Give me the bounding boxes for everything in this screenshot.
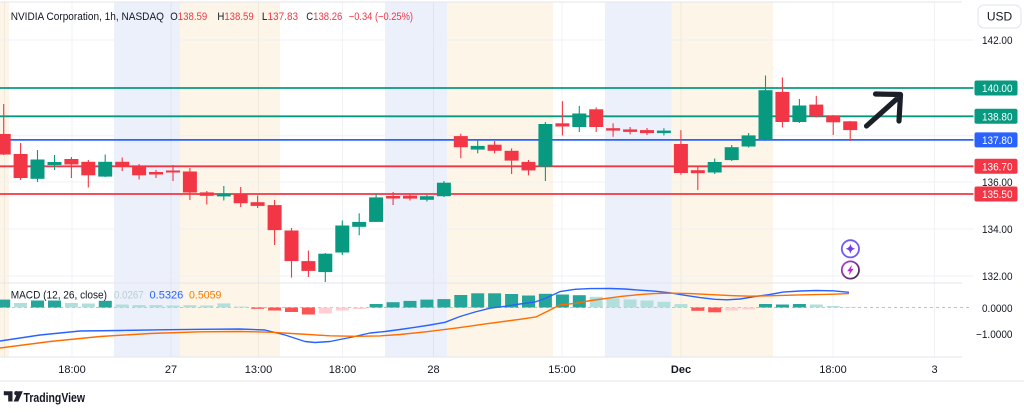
svg-text:O138.59: O138.59: [170, 11, 207, 23]
svg-text:H138.59: H138.59: [217, 11, 253, 23]
svg-text:0.0000: 0.0000: [982, 303, 1013, 315]
svg-text:0.0267: 0.0267: [114, 290, 144, 302]
svg-text:−0.34 (−0.25%): −0.34 (−0.25%): [349, 11, 413, 23]
svg-text:3: 3: [931, 364, 937, 376]
svg-text:135.50: 135.50: [982, 189, 1013, 201]
svg-text:NVIDIA Corporation, 1h, NASDAQ: NVIDIA Corporation, 1h, NASDAQ: [11, 11, 165, 23]
svg-text:138.80: 138.80: [982, 111, 1013, 123]
svg-text:18:00: 18:00: [329, 364, 357, 376]
svg-text:132.00: 132.00: [982, 271, 1013, 283]
svg-text:28: 28: [427, 364, 439, 376]
svg-text:134.00: 134.00: [982, 224, 1013, 236]
svg-text:15:00: 15:00: [548, 364, 576, 376]
svg-text:140.00: 140.00: [982, 83, 1013, 95]
svg-text:136.70: 136.70: [982, 161, 1013, 173]
svg-text:136.00: 136.00: [982, 177, 1013, 189]
svg-text:0.5326: 0.5326: [150, 290, 184, 302]
svg-text:USD: USD: [987, 10, 1013, 24]
svg-text:137.80: 137.80: [982, 135, 1013, 147]
svg-text:13:00: 13:00: [245, 364, 273, 376]
svg-text:142.00: 142.00: [982, 35, 1013, 47]
svg-text:0.5059: 0.5059: [189, 290, 221, 302]
svg-text:27: 27: [165, 364, 177, 376]
svg-text:−1.0000: −1.0000: [976, 329, 1013, 341]
svg-text:TradingView: TradingView: [24, 390, 86, 405]
svg-text:C138.26: C138.26: [306, 11, 342, 23]
svg-text:Dec: Dec: [671, 364, 691, 376]
svg-text:18:00: 18:00: [58, 364, 86, 376]
svg-text:18:00: 18:00: [819, 364, 847, 376]
svg-text:L137.83: L137.83: [262, 11, 298, 23]
svg-text:MACD (12, 26, close): MACD (12, 26, close): [11, 290, 107, 302]
